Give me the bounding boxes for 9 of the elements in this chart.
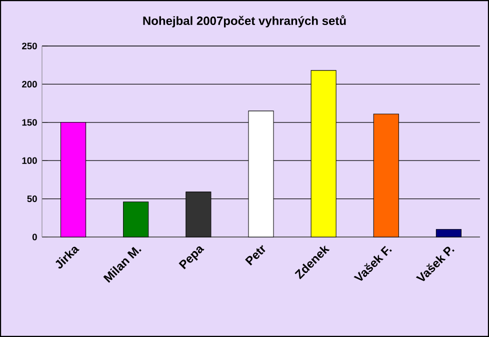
chart-title: Nohejbal 2007počet vyhraných setů [143,15,346,28]
bar [436,229,462,238]
bar [123,202,149,238]
y-tick-label: 150 [22,119,37,126]
y-tick-label: 0 [32,234,37,240]
y-tick-label: 50 [27,196,37,202]
y-tick-label: 100 [22,157,37,164]
y-tick-label: 200 [22,80,37,88]
y-tick-label: 250 [22,42,37,50]
